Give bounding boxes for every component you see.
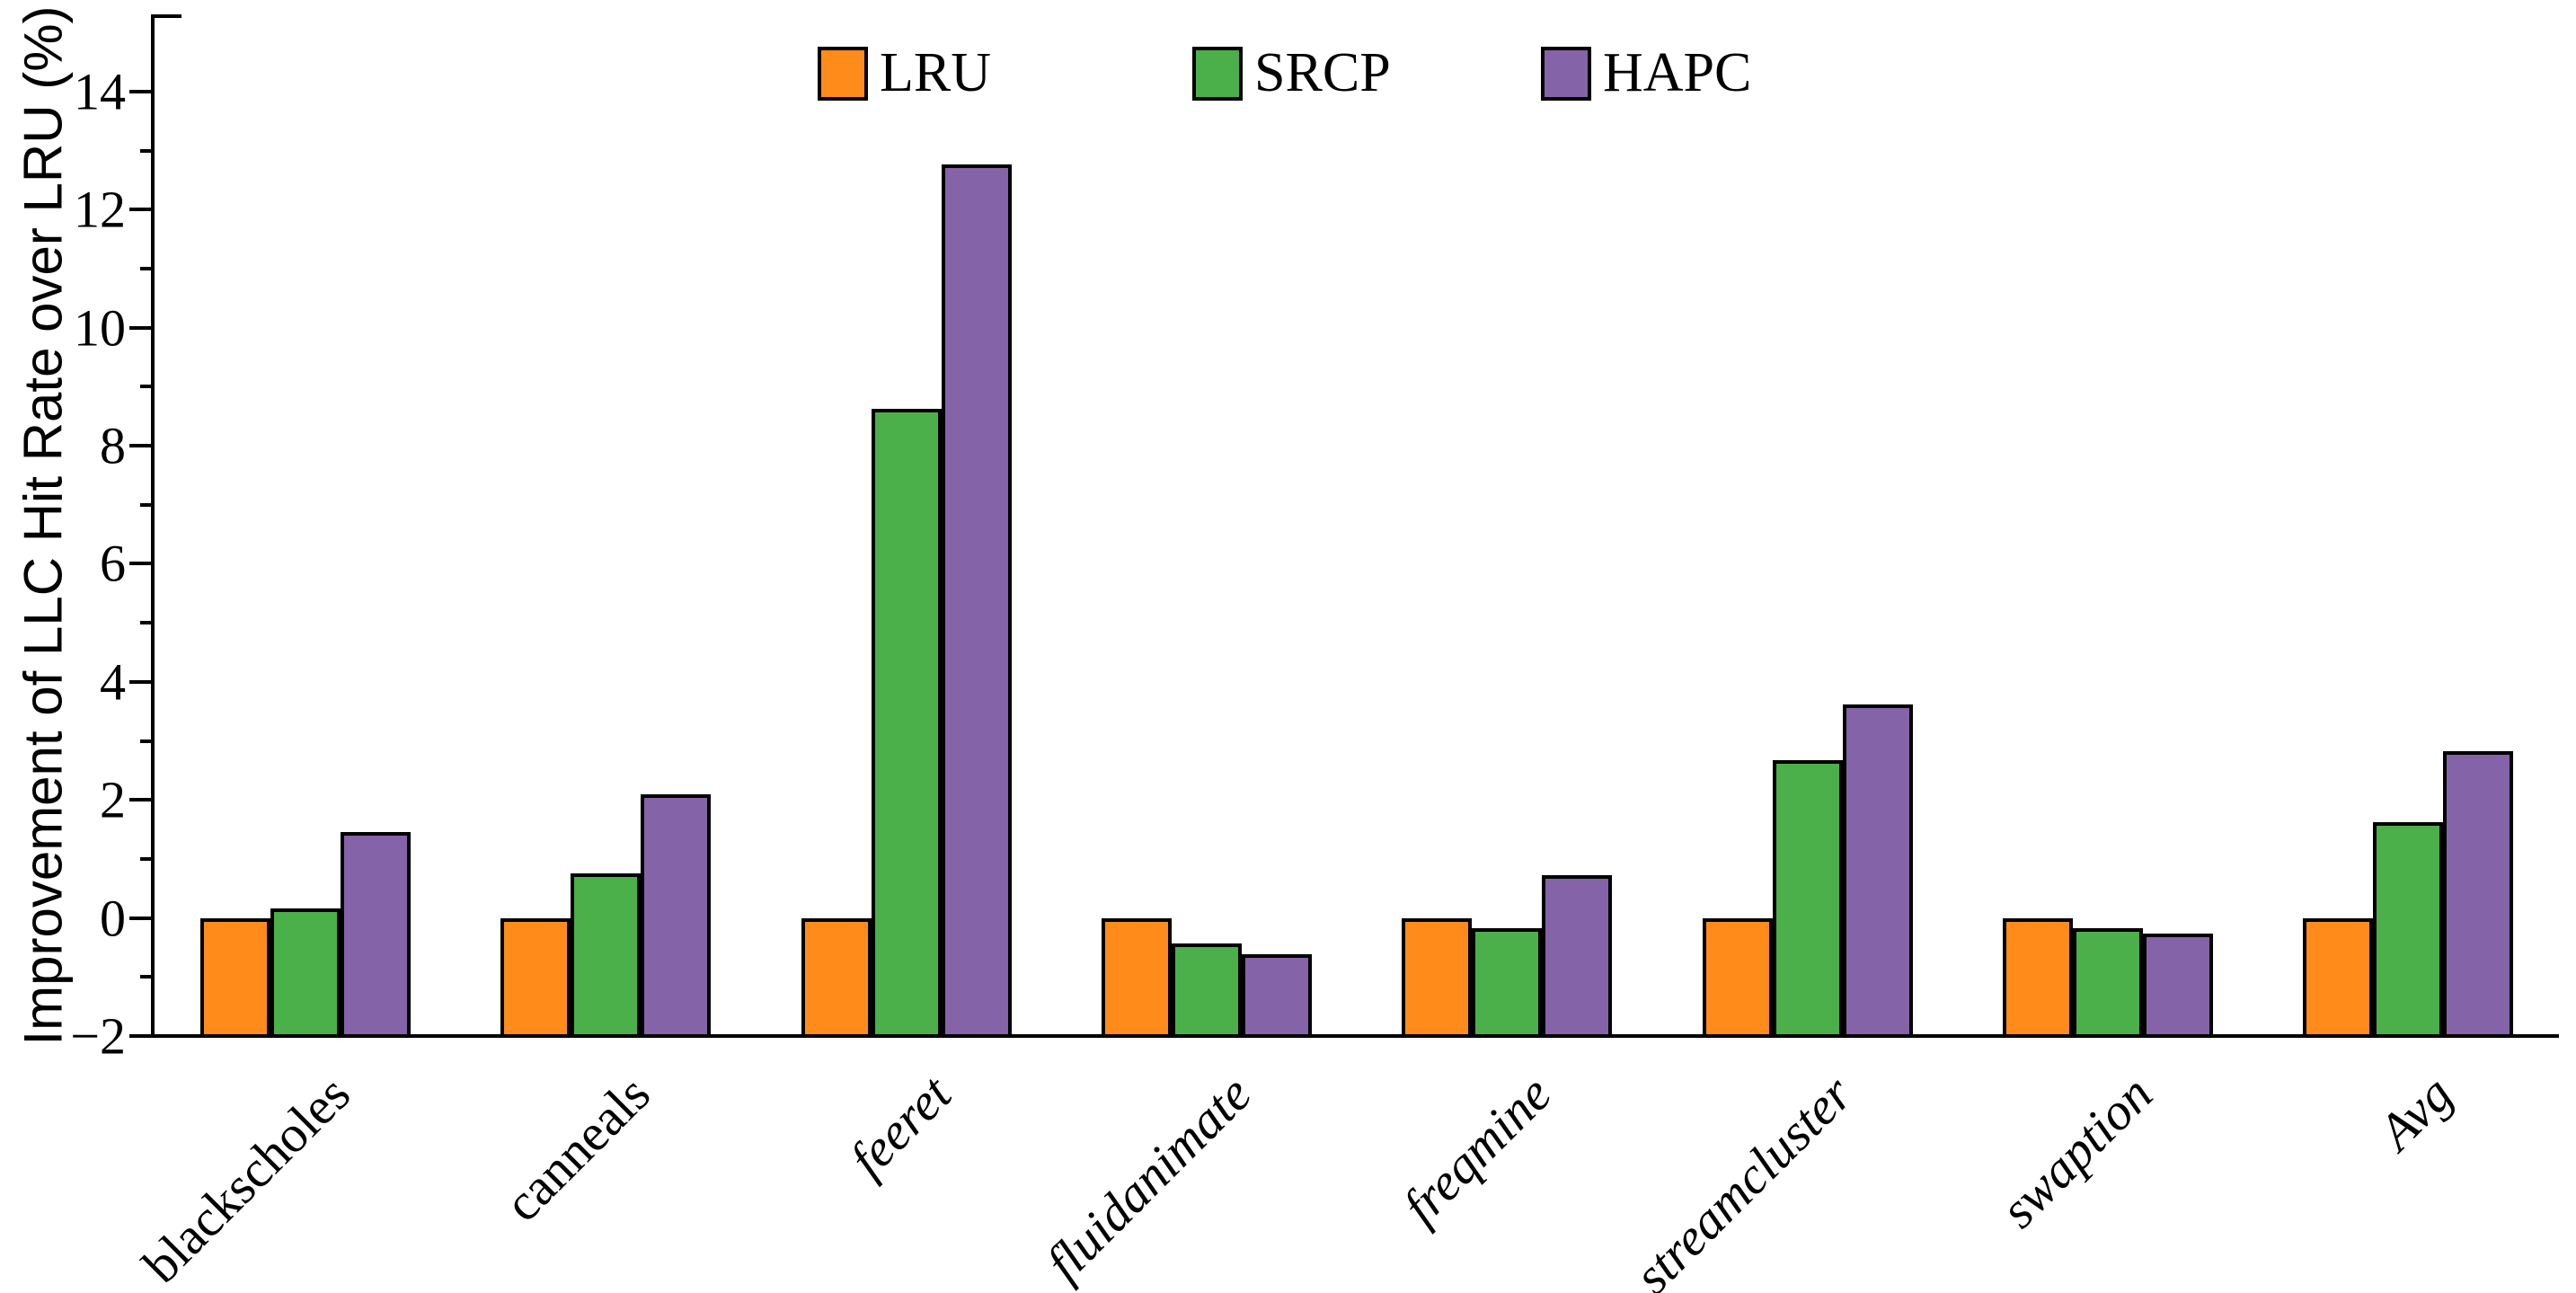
bar-hapc-canneals bbox=[641, 793, 712, 1038]
bar-srcp-canneals bbox=[571, 873, 642, 1038]
bar-srcp-fluidanimate bbox=[1171, 943, 1242, 1038]
legend-swatch-srcp-icon bbox=[1192, 46, 1243, 101]
bar-hapc-blackscholes bbox=[341, 832, 411, 1038]
x-category-label: freqmine bbox=[1391, 1064, 1563, 1235]
y-major-tick bbox=[129, 325, 153, 330]
x-category-label: canneals bbox=[492, 1064, 662, 1233]
bar-srcp-freqmine bbox=[1472, 927, 1543, 1038]
y-tick-label: 14 bbox=[74, 62, 126, 121]
y-axis-line bbox=[151, 14, 155, 1038]
bar-lru-canneals bbox=[500, 917, 571, 1038]
x-category-label: streamcluster bbox=[1622, 1064, 1863, 1293]
y-minor-tick bbox=[140, 502, 153, 507]
bar-hapc-freqmine bbox=[1542, 874, 1613, 1038]
x-category-label: swaption bbox=[1988, 1064, 2164, 1239]
legend-entry-hapc: HAPC bbox=[1541, 41, 1751, 105]
x-category-label: Avg bbox=[2367, 1064, 2464, 1162]
bar-hapc-streamcluster bbox=[1842, 704, 1913, 1038]
bar-srcp-Avg bbox=[2373, 821, 2444, 1038]
y-tick-label: 0 bbox=[100, 889, 126, 948]
x-axis-line bbox=[129, 1034, 2559, 1038]
legend-entry-srcp: SRCP bbox=[1192, 41, 1391, 105]
bar-lru-fluidanimate bbox=[1101, 917, 1172, 1038]
legend-swatch-hapc-icon bbox=[1541, 46, 1591, 101]
x-category-label: fluidanimate bbox=[1034, 1064, 1262, 1292]
y-major-tick bbox=[129, 562, 153, 566]
y-minor-tick bbox=[140, 739, 153, 743]
y-minor-tick bbox=[140, 621, 153, 625]
bar-srcp-streamcluster bbox=[1772, 760, 1843, 1038]
y-tick-label: 8 bbox=[100, 416, 126, 475]
legend-label: SRCP bbox=[1254, 42, 1391, 103]
y-minor-tick bbox=[140, 266, 153, 270]
bar-lru-blackscholes bbox=[200, 917, 270, 1038]
legend-label: LRU bbox=[880, 42, 991, 103]
y-axis-title: Improvement of LLC Hit Rate over LRU (%) bbox=[13, 5, 74, 1046]
legend-entry-lru: LRU bbox=[818, 41, 991, 105]
bar-lru-freqmine bbox=[1402, 917, 1473, 1038]
y-tick-label: −2 bbox=[70, 1006, 126, 1066]
bar-hapc-feeret bbox=[941, 164, 1012, 1038]
y-tick-label: 2 bbox=[100, 770, 126, 829]
legend-swatch-lru-icon bbox=[818, 46, 868, 101]
x-category-label: feeret bbox=[837, 1064, 962, 1189]
bar-lru-swaption bbox=[2002, 917, 2073, 1038]
bar-lru-feeret bbox=[801, 917, 872, 1038]
y-major-tick bbox=[129, 89, 153, 93]
bar-lru-streamcluster bbox=[1702, 917, 1773, 1038]
bar-hapc-swaption bbox=[2142, 933, 2213, 1038]
bar-srcp-blackscholes bbox=[270, 908, 341, 1038]
y-minor-tick bbox=[140, 975, 153, 979]
y-major-tick bbox=[129, 679, 153, 684]
y-major-tick bbox=[129, 444, 153, 447]
y-major-tick bbox=[129, 1034, 153, 1038]
y-axis-top-cap bbox=[153, 14, 181, 18]
y-major-tick bbox=[129, 208, 153, 212]
legend-label: HAPC bbox=[1603, 42, 1752, 103]
bar-hapc-fluidanimate bbox=[1241, 954, 1312, 1038]
y-tick-label: 6 bbox=[100, 534, 126, 593]
y-major-tick bbox=[129, 798, 153, 802]
y-tick-label: 12 bbox=[74, 180, 126, 239]
y-minor-tick bbox=[140, 856, 153, 861]
y-tick-label: 4 bbox=[100, 652, 126, 712]
bar-srcp-swaption bbox=[2072, 927, 2143, 1038]
y-minor-tick bbox=[140, 385, 153, 389]
y-tick-label: 10 bbox=[74, 298, 126, 358]
y-major-tick bbox=[129, 916, 153, 920]
bar-srcp-feeret bbox=[871, 409, 942, 1038]
y-minor-tick bbox=[140, 148, 153, 153]
bar-lru-Avg bbox=[2303, 917, 2374, 1038]
bar-hapc-Avg bbox=[2443, 750, 2514, 1038]
x-category-label: blackscholes bbox=[131, 1064, 361, 1293]
